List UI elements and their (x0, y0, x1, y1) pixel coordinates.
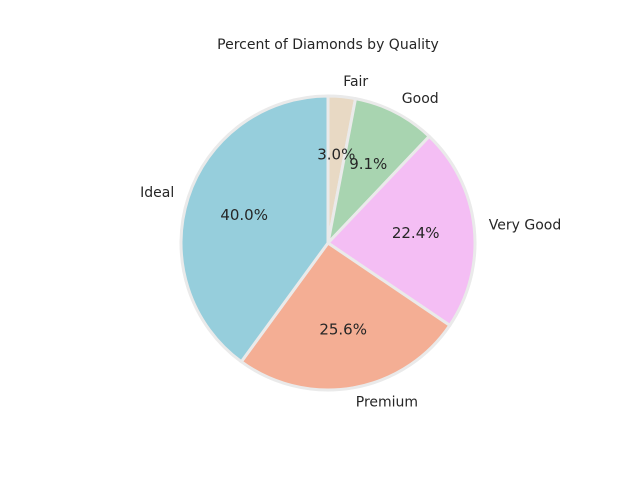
percent-label-fair: 3.0% (317, 146, 355, 164)
pie-slices (179, 94, 477, 392)
category-label-good: Good (402, 91, 439, 107)
chart-title: Percent of Diamonds by Quality (217, 37, 439, 53)
category-label-very-good: Very Good (489, 218, 561, 234)
percent-label-premium: 25.6% (319, 320, 367, 338)
percent-label-ideal: 40.0% (220, 206, 268, 224)
category-label-ideal: Ideal (140, 185, 174, 201)
category-label-fair: Fair (343, 74, 368, 90)
pie-slice-good (326, 97, 431, 245)
category-labels: Fair Good Very Good Premium Ideal (140, 74, 561, 410)
percent-label-very-good: 22.4% (392, 224, 440, 242)
pie-slice-ideal (179, 94, 330, 364)
percent-label-good: 9.1% (349, 155, 387, 173)
category-label-premium: Premium (356, 394, 418, 410)
pie-slice-premium (239, 241, 452, 392)
pie-slice-very-good (326, 134, 477, 327)
percentage-labels: 3.0%9.1% 22.4% 25.6% 40.0% (220, 146, 439, 339)
